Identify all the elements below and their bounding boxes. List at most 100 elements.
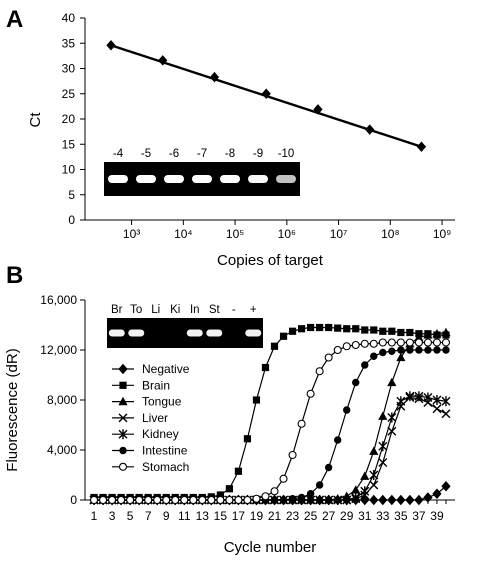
panel-b-x-tick-label: 5 <box>127 509 134 523</box>
panel-b-data-point <box>406 346 414 354</box>
panel-a-chart: 0 5 10 15 20 25 30 35 40 10³ 10⁴ 10⁵ 10⁶ 10⁷ 10⁸ 10⁹ C… <box>27 11 455 269</box>
panel-b-data-point <box>279 332 288 340</box>
panel-b-y-tick-label: 0 <box>70 493 77 507</box>
panel-b-gel-lane-label: + <box>250 304 257 316</box>
panel-b-gel-lane-label: To <box>130 304 142 316</box>
panel-b-data-point <box>387 494 397 506</box>
panel-b-gel-lane-label: St <box>209 304 221 316</box>
panel-b-gel-lane-label: Ki <box>170 304 180 316</box>
panel-b-x-tick-label: 21 <box>268 509 282 523</box>
panel-b-data-point <box>252 396 261 404</box>
panel-b-data-point <box>369 446 379 455</box>
panel-a-y-tick-label: 35 <box>62 36 76 50</box>
panel-b-gel-band <box>245 329 262 337</box>
panel-b-series-line <box>94 326 446 499</box>
panel-b-x-tick-label: 39 <box>430 509 444 523</box>
panel-b-x-tick-label: 29 <box>340 509 354 523</box>
panel-b-data-point <box>352 325 360 333</box>
panel-b-data-point <box>441 481 451 492</box>
panel-b-data-point <box>379 327 387 335</box>
panel-a-y-tick-label: 20 <box>62 112 76 126</box>
panel-b-y-tick-label: 16,000 <box>40 293 77 307</box>
panel-a-gel-lane-label: -6 <box>169 148 179 160</box>
panel-b-data-point <box>441 338 451 347</box>
panel-b-data-point <box>441 409 451 419</box>
panel-b-data-point <box>243 435 252 443</box>
panel-b-legend-marker <box>118 462 128 471</box>
panel-b-data-point <box>378 494 388 506</box>
panel-b-gel-lane-label: - <box>232 304 236 316</box>
panel-a-y-tick-label: 10 <box>62 163 76 177</box>
panel-b-data-point <box>351 340 360 350</box>
panel-a-y-tick-label: 0 <box>68 213 75 227</box>
panel-b-data-point <box>414 332 424 342</box>
panel-b-data-point <box>415 346 423 354</box>
panel-b-legend-label: Tongue <box>142 395 182 409</box>
panel-b-data-point <box>378 441 388 452</box>
panel-a-data-point <box>261 88 271 99</box>
panel-b-data-point <box>370 326 378 334</box>
panel-b-data-point <box>325 323 333 332</box>
panel-b-data-point <box>396 352 406 362</box>
panel-b-data-point <box>352 378 360 387</box>
panel-a-y-tick-label: 15 <box>62 137 76 151</box>
panel-b-data-point <box>270 342 279 350</box>
panel-b-series-line <box>94 341 446 501</box>
panel-b-data-point <box>442 346 450 354</box>
panel-b-data-point <box>297 419 306 428</box>
panel-b-data-point <box>89 495 99 505</box>
panel-b-data-point <box>405 494 415 506</box>
panel-b-gel-band <box>108 329 125 337</box>
panel-b-legend-label: Brain <box>142 378 170 392</box>
panel-b-x-tick-label: 19 <box>250 509 264 523</box>
panel-b-data-point <box>171 495 180 505</box>
panel-b-data-point <box>370 352 378 360</box>
panel-b-data-point <box>432 338 442 347</box>
panel-b-data-point <box>432 328 442 338</box>
panel-b-data-point <box>378 458 388 467</box>
panel-b-x-tick-label: 7 <box>145 509 152 523</box>
panel-b-x-title: Cycle number <box>224 539 317 556</box>
panel-b-gel-lane-label: Br <box>111 304 123 316</box>
panel-b-x-tick-label: 13 <box>196 509 210 523</box>
panel-b-data-point <box>216 495 225 505</box>
panel-b-data-point <box>432 395 442 405</box>
panel-b-y-tick-label: 12,000 <box>40 343 77 357</box>
panel-b-data-point <box>360 339 369 348</box>
panel-a-gel-lane-label: -7 <box>197 148 207 160</box>
panel-b-data-point <box>315 367 324 376</box>
panel-b-data-point <box>261 492 270 501</box>
panel-b-x-tick-label: 11 <box>178 509 191 523</box>
panel-b-data-point <box>198 495 207 505</box>
panel-b-data-point <box>153 495 162 505</box>
panel-b-gel-band <box>206 329 223 337</box>
panel-b-legend-marker <box>118 429 128 440</box>
panel-b-data-point <box>342 342 351 351</box>
panel-a-data-point <box>365 124 375 135</box>
panel-b-data-point <box>397 346 405 354</box>
panel-b-data-point <box>405 338 414 347</box>
panel-b-x-tick-label: 15 <box>214 509 228 523</box>
panel-b-data-point <box>333 345 342 355</box>
panel-b-data-point <box>306 389 315 398</box>
panel-a-gel-lane-label: -9 <box>253 148 263 160</box>
panel-b-data-point <box>343 406 351 414</box>
panel-b-data-point <box>369 470 379 480</box>
panel-b-label: B <box>6 262 23 289</box>
panel-b-series-stomach <box>89 338 451 505</box>
panel-a-data-point <box>313 104 323 115</box>
panel-b-gel-lane-label: In <box>190 304 200 316</box>
panel-b-data-point <box>351 485 361 494</box>
panel-b-data-point <box>316 323 324 332</box>
panel-a-x-tick-label: 10⁵ <box>226 227 244 241</box>
panel-a-x-tick-label: 10³ <box>123 227 140 241</box>
panel-b-legend-label: Intestine <box>142 444 188 458</box>
panel-a-y-tick-label: 30 <box>62 62 76 76</box>
panel-a-x-tick-label: 10⁶ <box>278 227 296 241</box>
panel-a-gel-lane-label: -5 <box>141 148 151 160</box>
panel-b-data-point <box>369 494 379 506</box>
panel-b-data-point <box>297 493 306 502</box>
panel-b-data-point <box>378 411 388 420</box>
panel-b-x-tick-label: 3 <box>109 509 116 523</box>
